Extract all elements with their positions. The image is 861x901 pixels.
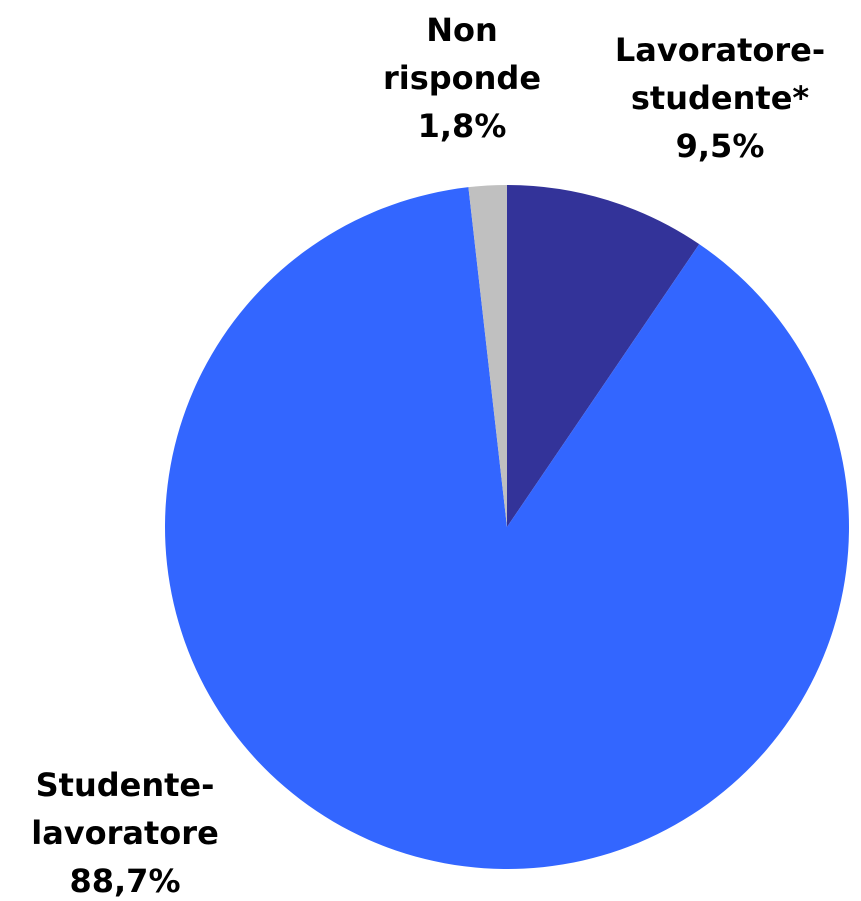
pie-slice (468, 185, 507, 527)
slice-label: Studente-lavoratore 88,7% (5, 761, 245, 901)
category-label: Non risponde (382, 11, 542, 97)
value-label: 9,5% (675, 127, 765, 165)
pie-slice (165, 187, 849, 869)
value-label: 1,8% (417, 107, 507, 145)
slice-label: Lavoratore-studente* 9,5% (595, 26, 845, 170)
category-label: Studente-lavoratore (31, 766, 219, 852)
pie-slice (507, 185, 700, 527)
value-label: 88,7% (69, 862, 181, 900)
category-label: Lavoratore-studente* (614, 31, 826, 117)
slice-label: Non risponde 1,8% (362, 6, 562, 150)
